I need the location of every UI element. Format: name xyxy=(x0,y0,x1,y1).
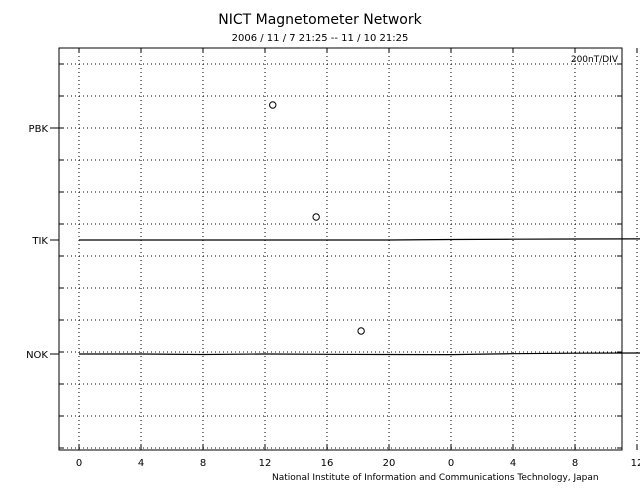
x-tick-label: 16 xyxy=(321,458,334,469)
station-label-nok: NOK xyxy=(26,350,48,361)
trace-tik xyxy=(79,238,640,241)
x-tick-label: 20 xyxy=(383,458,396,469)
trace-nok xyxy=(79,352,640,356)
x-tick-label: 4 xyxy=(138,458,144,469)
x-tick-label: 12 xyxy=(259,458,272,469)
midnight-marker xyxy=(269,101,277,109)
chart-subtitle: 2006 / 11 / 7 21:25 -- 11 / 10 21:25 xyxy=(231,33,409,44)
chart-title: NICT Magnetometer Network xyxy=(218,12,422,28)
station-label-tik: TIK xyxy=(31,236,48,247)
x-tick-label: 4 xyxy=(510,458,516,469)
midnight-marker xyxy=(312,213,320,221)
x-tick-label: 12 xyxy=(631,458,640,469)
x-tick-label: 8 xyxy=(572,458,578,469)
scale-label: 200nT/DIV xyxy=(570,55,618,65)
x-tick-label: 8 xyxy=(200,458,206,469)
x-tick-label: 0 xyxy=(76,458,82,469)
plot-frame xyxy=(58,47,623,451)
x-tick-label: 0 xyxy=(448,458,454,469)
credit-text: National Institute of Information and Co… xyxy=(272,473,599,483)
midnight-marker xyxy=(357,327,365,335)
station-label-pbk: PBK xyxy=(29,124,49,135)
